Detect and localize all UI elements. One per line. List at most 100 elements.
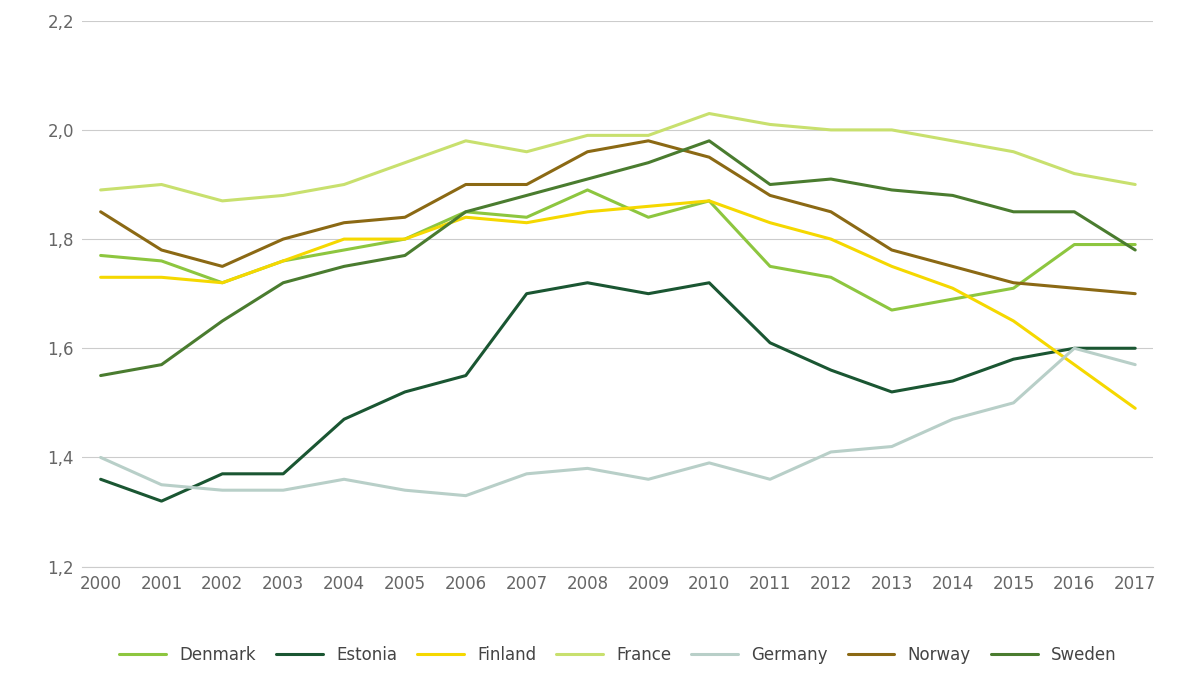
Norway [1006, 278, 1020, 287]
Finland [337, 235, 351, 243]
Finland [519, 218, 533, 227]
Finland [154, 273, 168, 281]
Germany [824, 448, 838, 456]
France [1068, 169, 1082, 178]
Norway [459, 180, 473, 189]
Finland [763, 218, 777, 227]
France [1128, 180, 1142, 189]
Denmark [1128, 240, 1142, 249]
Estonia [154, 497, 168, 505]
Norway [641, 137, 656, 145]
Line: Finland: Finland [101, 201, 1135, 408]
Sweden [277, 278, 291, 287]
Finland [277, 257, 291, 265]
Norway [763, 191, 777, 200]
France [641, 131, 656, 140]
Estonia [580, 278, 594, 287]
Sweden [580, 175, 594, 183]
France [154, 180, 168, 189]
Germany [885, 442, 899, 451]
Denmark [824, 273, 838, 281]
Finland [1128, 404, 1142, 413]
Denmark [398, 235, 412, 243]
Finland [398, 235, 412, 243]
Estonia [398, 388, 412, 396]
Estonia [885, 388, 899, 396]
France [277, 191, 291, 200]
Germany [1128, 361, 1142, 369]
Estonia [763, 339, 777, 347]
Finland [1068, 361, 1082, 369]
Denmark [215, 278, 230, 287]
Germany [580, 464, 594, 473]
Denmark [1068, 240, 1082, 249]
Sweden [763, 180, 777, 189]
Finland [215, 278, 230, 287]
Denmark [94, 252, 108, 260]
Finland [824, 235, 838, 243]
Estonia [459, 372, 473, 380]
Sweden [459, 208, 473, 216]
Germany [398, 486, 412, 494]
Line: Estonia: Estonia [101, 283, 1135, 501]
France [580, 131, 594, 140]
Finland [641, 202, 656, 211]
France [337, 180, 351, 189]
Line: France: France [101, 113, 1135, 201]
Legend: Denmark, Estonia, Finland, France, Germany, Norway, Sweden: Denmark, Estonia, Finland, France, Germa… [119, 646, 1117, 664]
Sweden [945, 191, 959, 200]
Sweden [154, 361, 168, 369]
Sweden [1068, 208, 1082, 216]
Germany [215, 486, 230, 494]
Denmark [154, 257, 168, 265]
Denmark [337, 246, 351, 254]
Norway [580, 148, 594, 156]
Germany [641, 475, 656, 484]
Norway [398, 213, 412, 221]
Estonia [337, 415, 351, 424]
Sweden [1128, 246, 1142, 254]
Norway [1128, 290, 1142, 298]
Sweden [703, 137, 717, 145]
France [215, 197, 230, 205]
France [885, 126, 899, 134]
France [1006, 148, 1020, 156]
Estonia [519, 290, 533, 298]
Germany [519, 470, 533, 478]
Estonia [824, 366, 838, 375]
Line: Sweden: Sweden [101, 141, 1135, 376]
Estonia [703, 278, 717, 287]
Norway [154, 246, 168, 254]
Denmark [763, 263, 777, 271]
Finland [945, 284, 959, 292]
Estonia [94, 475, 108, 484]
Finland [1006, 317, 1020, 325]
Sweden [215, 317, 230, 325]
Sweden [641, 158, 656, 167]
Norway [945, 263, 959, 271]
France [824, 126, 838, 134]
France [519, 148, 533, 156]
Sweden [94, 372, 108, 380]
Estonia [945, 377, 959, 385]
Germany [94, 453, 108, 462]
Denmark [945, 295, 959, 303]
Germany [703, 459, 717, 467]
Sweden [519, 191, 533, 200]
France [459, 137, 473, 145]
Denmark [519, 213, 533, 221]
Norway [337, 218, 351, 227]
Germany [154, 481, 168, 489]
Norway [277, 235, 291, 243]
Denmark [703, 197, 717, 205]
Norway [519, 180, 533, 189]
Germany [277, 486, 291, 494]
Germany [1068, 344, 1082, 352]
Germany [459, 491, 473, 500]
Norway [94, 208, 108, 216]
France [703, 109, 717, 117]
Line: Germany: Germany [101, 348, 1135, 495]
Estonia [1128, 344, 1142, 352]
Norway [824, 208, 838, 216]
France [763, 120, 777, 129]
